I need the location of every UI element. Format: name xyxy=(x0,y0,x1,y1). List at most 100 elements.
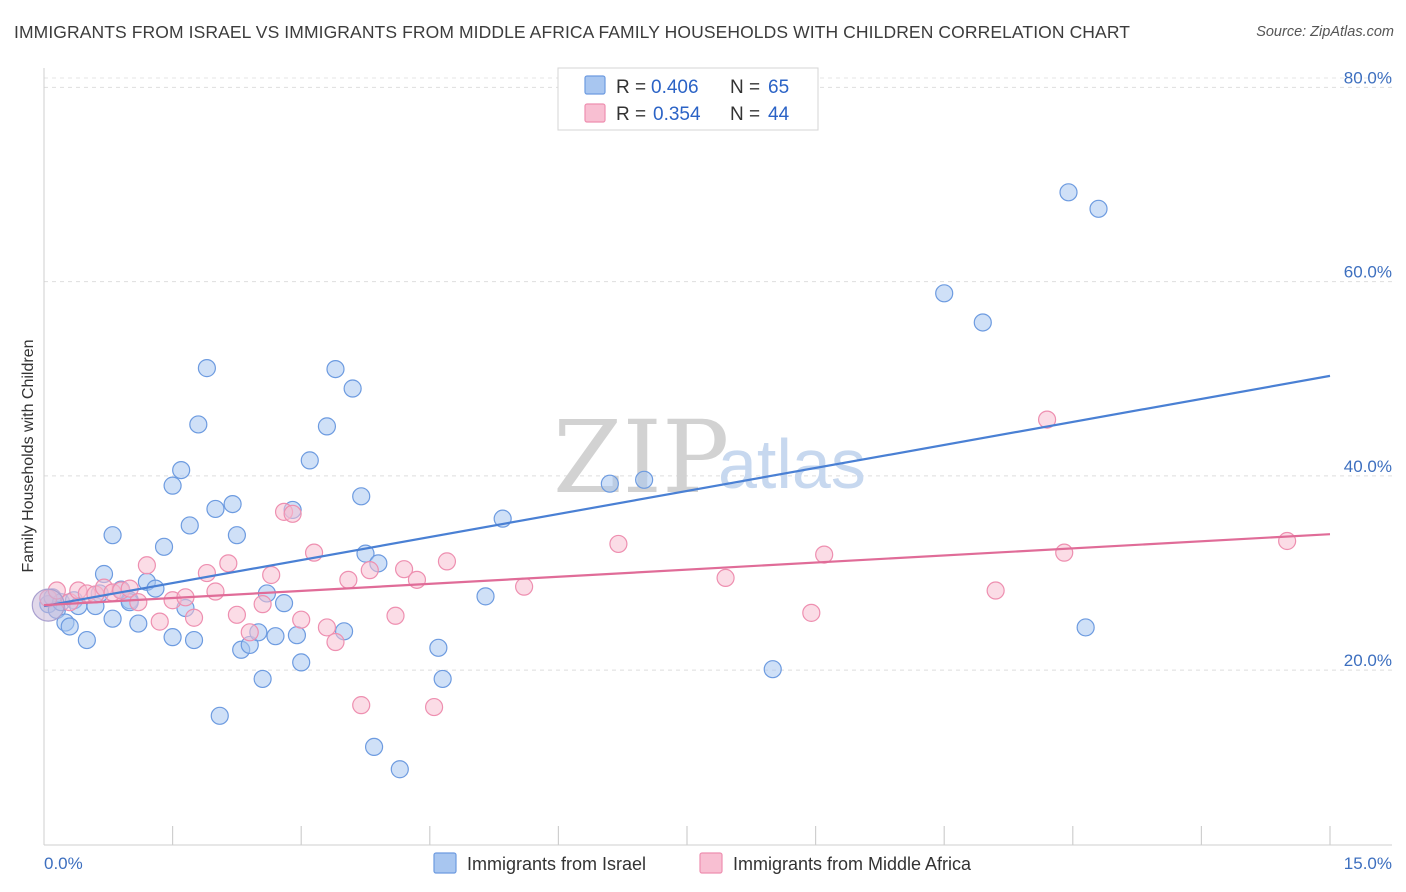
point-israel xyxy=(292,653,311,672)
x-tick-label-min: 0.0% xyxy=(44,854,83,873)
point-middle-africa xyxy=(339,570,358,589)
point-israel xyxy=(343,379,362,398)
y-tick-label: 40.0% xyxy=(1344,457,1392,476)
point-israel xyxy=(1076,618,1095,637)
legend-n-label-middle-africa: N = xyxy=(730,104,760,125)
legend-r-label-middle-africa: R = xyxy=(616,104,646,125)
point-middle-africa xyxy=(326,632,345,652)
point-middle-africa xyxy=(137,556,156,575)
y-tick-label: 80.0% xyxy=(1344,68,1392,87)
point-israel xyxy=(274,594,294,613)
point-israel xyxy=(1089,199,1108,218)
point-middle-africa xyxy=(424,697,444,717)
point-middle-africa xyxy=(206,582,225,601)
point-middle-africa xyxy=(815,545,834,564)
point-israel xyxy=(129,614,148,633)
point-israel xyxy=(163,628,182,647)
point-israel xyxy=(763,660,782,679)
point-middle-africa xyxy=(317,618,337,637)
watermark: ZIP atlas xyxy=(553,399,866,516)
point-middle-africa xyxy=(227,605,246,624)
point-middle-africa xyxy=(129,593,148,612)
series-legend-swatch-israel xyxy=(433,852,457,874)
point-middle-africa xyxy=(1278,531,1297,551)
y-tick-labels: 20.0% 40.0% 60.0% 80.0% xyxy=(1344,68,1392,670)
point-israel xyxy=(352,487,371,506)
point-israel xyxy=(317,417,337,436)
legend-n-value-middle-africa: 44 xyxy=(768,104,790,125)
chart-title: IMMIGRANTS FROM ISRAEL VS IMMIGRANTS FRO… xyxy=(14,22,1131,42)
point-israel xyxy=(1059,183,1078,202)
point-middle-africa xyxy=(716,568,735,588)
trend-line-israel xyxy=(43,374,1331,608)
legend-swatch-middle-africa xyxy=(584,103,606,123)
point-middle-africa xyxy=(437,552,457,571)
point-israel xyxy=(227,526,246,545)
point-israel xyxy=(223,494,242,514)
axes xyxy=(43,68,1392,846)
point-israel xyxy=(103,609,122,628)
point-middle-africa xyxy=(986,581,1005,600)
legend-swatch-israel xyxy=(584,75,606,95)
point-middle-africa xyxy=(283,504,302,523)
point-middle-africa xyxy=(1037,410,1057,429)
point-middle-africa xyxy=(386,606,405,625)
x-tick-label-max: 15.0% xyxy=(1344,854,1392,873)
point-israel xyxy=(635,470,654,489)
legend-r-label-israel: R = xyxy=(616,77,646,98)
y-tick-label: 60.0% xyxy=(1344,263,1392,282)
trend-lines xyxy=(43,374,1331,608)
source-label: Source: ZipAtlas.com xyxy=(1256,24,1394,40)
point-middle-africa xyxy=(609,534,628,554)
point-israel xyxy=(77,630,96,650)
point-israel xyxy=(390,760,409,779)
x-ticks xyxy=(172,826,1331,845)
point-israel xyxy=(197,359,216,378)
point-middle-africa xyxy=(1055,543,1074,562)
point-israel xyxy=(326,359,345,379)
point-middle-africa xyxy=(219,554,238,573)
point-israel xyxy=(154,537,174,556)
legend-r-value-israel: 0.406 xyxy=(651,77,699,98)
point-israel xyxy=(935,284,954,303)
point-israel xyxy=(300,451,319,470)
point-israel xyxy=(364,737,384,757)
point-israel xyxy=(103,526,122,545)
point-middle-africa xyxy=(802,603,821,622)
point-israel xyxy=(433,669,452,689)
point-middle-africa xyxy=(240,623,259,642)
point-middle-africa xyxy=(292,610,311,629)
point-israel xyxy=(287,626,307,645)
series-legend-swatch-middle-africa xyxy=(699,852,723,874)
point-israel xyxy=(184,630,204,650)
point-middle-africa xyxy=(184,608,204,627)
point-israel xyxy=(973,313,992,332)
series-legend-label-middle-africa: Immigrants from Middle Africa xyxy=(733,854,972,874)
series-legend: Immigrants from Israel Immigrants from M… xyxy=(433,852,972,874)
point-middle-africa xyxy=(352,696,371,715)
point-middle-africa xyxy=(394,560,414,579)
legend-n-label-israel: N = xyxy=(730,77,760,98)
point-middle-africa xyxy=(515,577,534,596)
point-israel xyxy=(429,638,448,657)
point-israel xyxy=(253,669,272,689)
point-israel xyxy=(163,476,182,495)
point-israel xyxy=(600,474,619,493)
point-middle-africa xyxy=(253,595,272,614)
point-israel xyxy=(180,516,199,535)
y-tick-label: 20.0% xyxy=(1344,651,1392,670)
point-israel xyxy=(476,587,495,606)
trend-line-middle-africa xyxy=(43,533,1331,607)
point-israel xyxy=(266,627,285,646)
correlation-legend: R = 0.406 N = 65 R = 0.354 N = 44 xyxy=(557,67,819,131)
point-middle-africa xyxy=(150,612,169,631)
legend-r-value-middle-africa: 0.354 xyxy=(653,104,701,125)
y-axis-title: Family Households with Children xyxy=(20,340,37,573)
series-legend-label-israel: Immigrants from Israel xyxy=(467,854,646,874)
point-israel xyxy=(206,499,225,519)
point-israel xyxy=(189,415,208,434)
point-israel xyxy=(210,706,229,725)
point-israel xyxy=(146,579,165,598)
point-middle-africa xyxy=(262,565,281,585)
